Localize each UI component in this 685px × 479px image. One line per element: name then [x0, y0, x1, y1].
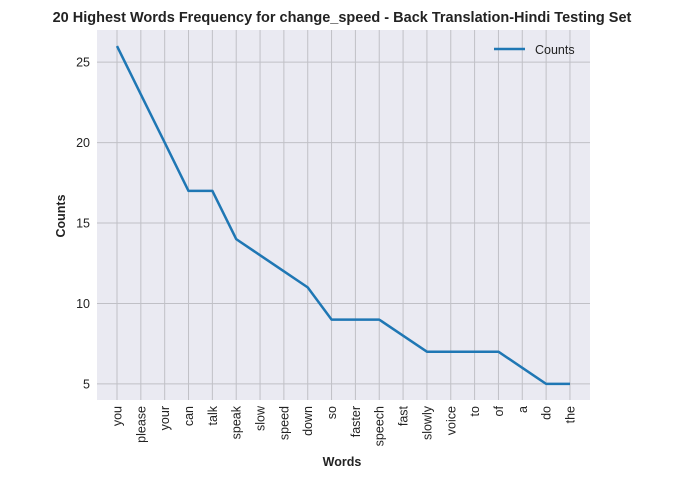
y-tick-label: 10 — [76, 297, 90, 311]
y-axis-label: Counts — [54, 194, 68, 237]
x-tick-label: to — [468, 406, 482, 416]
y-axis-ticks: 5 10 15 20 25 — [76, 56, 90, 392]
x-tick-label: can — [182, 406, 196, 426]
x-tick-label: a — [516, 406, 530, 413]
plot-area — [97, 30, 590, 400]
y-tick-label: 15 — [76, 217, 90, 231]
x-tick-label: do — [540, 406, 554, 420]
chart-title: 20 Highest Words Frequency for change_sp… — [53, 10, 632, 26]
x-tick-label: so — [325, 406, 339, 419]
y-tick-label: 20 — [76, 136, 90, 150]
x-tick-label: your — [158, 406, 172, 430]
x-tick-label: slowly — [420, 405, 434, 440]
x-tick-label: faster — [349, 406, 363, 437]
x-tick-label: speech — [373, 406, 387, 446]
x-tick-label: the — [563, 406, 577, 423]
x-axis-label: Words — [323, 455, 362, 469]
x-tick-label: please — [134, 406, 148, 443]
x-tick-label: down — [301, 406, 315, 436]
x-tick-label: speak — [230, 405, 244, 439]
y-tick-label: 25 — [76, 56, 90, 70]
series-line-counts — [115, 45, 570, 386]
x-axis-ticks: you please your can talk speak slow speed down so… — [111, 405, 578, 446]
y-tick-label: 5 — [83, 377, 90, 391]
x-tick-label: of — [492, 405, 506, 416]
x-tick-label: you — [111, 406, 125, 426]
x-tick-label: voice — [444, 406, 458, 435]
x-tick-label: fast — [397, 405, 411, 426]
grid-lines — [97, 30, 590, 400]
x-tick-label: talk — [206, 405, 220, 425]
x-tick-label: slow — [254, 405, 268, 431]
x-tick-label: speed — [277, 406, 291, 440]
legend-label-counts: Counts — [535, 43, 575, 57]
legend: Counts — [494, 43, 575, 57]
